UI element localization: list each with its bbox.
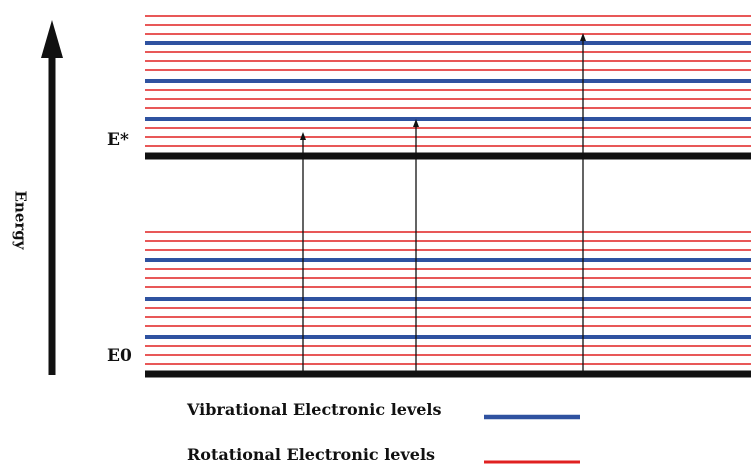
transition-arrowhead [580, 33, 586, 41]
energy-axis-arrowhead [41, 20, 63, 58]
legend-vibrational-label: Vibrational Electronic levels [187, 400, 442, 419]
ground-state-label: E0 [107, 346, 132, 366]
transition-arrowhead [300, 132, 306, 140]
energy-axis-label: Energy [11, 190, 29, 250]
legend-rotational-label: Rotational Electronic levels [187, 445, 436, 464]
transition-arrowhead [413, 119, 419, 127]
excited-state-label: E* [107, 130, 129, 150]
